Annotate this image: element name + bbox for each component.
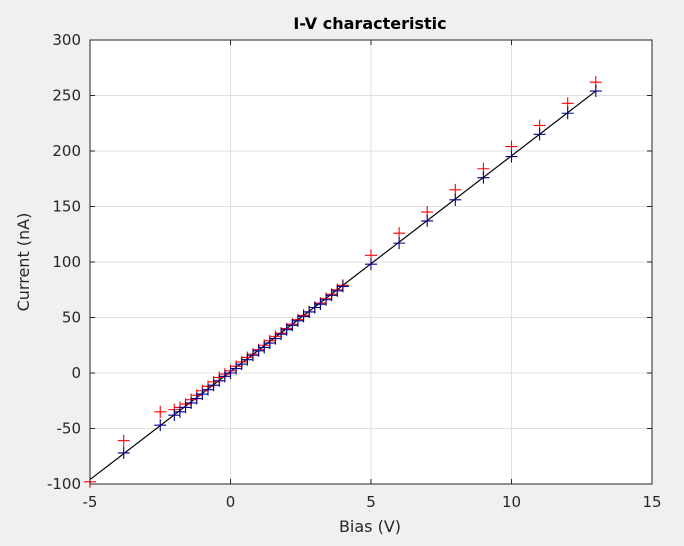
data-point	[117, 434, 130, 447]
data-point	[561, 107, 574, 120]
y-tick-label: -50	[57, 420, 82, 438]
data-point	[154, 419, 167, 432]
data-point	[154, 405, 167, 418]
y-tick-label: 100	[52, 253, 81, 271]
y-tick-label: 300	[52, 31, 81, 49]
y-tick-label: 150	[52, 198, 81, 216]
data-point	[477, 171, 490, 184]
data-point	[308, 301, 321, 314]
data-layer	[84, 76, 602, 488]
data-point	[589, 85, 602, 98]
y-tick-label: -100	[47, 475, 81, 493]
y-axis-label: Current (nA)	[14, 213, 33, 312]
y-tick-label: 250	[52, 87, 81, 105]
data-point	[117, 446, 130, 459]
data-point	[218, 370, 231, 383]
x-axis-label: Bias (V)	[339, 517, 401, 536]
data-point	[505, 150, 518, 163]
data-point	[252, 344, 265, 357]
y-tick-label: 200	[52, 142, 81, 160]
series-2	[117, 85, 602, 459]
x-tick-label: 10	[502, 493, 521, 511]
data-point	[365, 258, 377, 271]
chart-title: I-V characteristic	[293, 14, 446, 33]
x-tick-label: 15	[642, 493, 661, 511]
x-tick-label: 0	[226, 493, 236, 511]
data-point	[533, 128, 546, 141]
data-point	[449, 193, 462, 206]
data-point	[393, 237, 406, 250]
x-tick-label: 5	[366, 493, 376, 511]
x-tick-label: -5	[83, 493, 98, 511]
data-point	[168, 409, 181, 422]
y-tick-label: 0	[71, 364, 81, 382]
data-point	[336, 280, 349, 293]
y-tick-label: 50	[62, 309, 81, 327]
data-point	[421, 214, 434, 227]
